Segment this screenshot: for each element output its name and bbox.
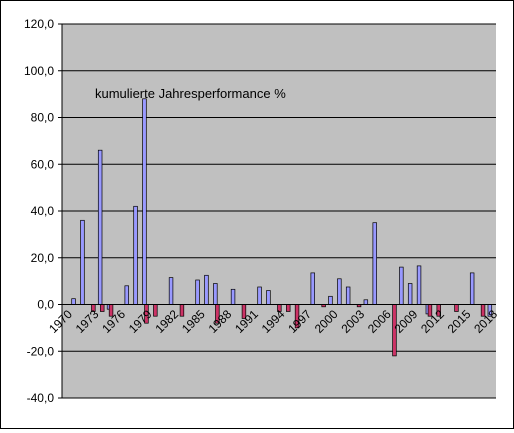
bar-1980 xyxy=(153,304,158,317)
bar-1998 xyxy=(310,272,315,305)
bar-1979 xyxy=(142,98,147,305)
bar-2005 xyxy=(372,222,377,305)
chart-annotation: kumulierte Jahresperformance % xyxy=(95,86,286,101)
bar-2009 xyxy=(407,283,413,305)
y-tick-label: 60,0 xyxy=(31,157,55,171)
bar-2014 xyxy=(454,304,459,312)
y-tick-label: 40,0 xyxy=(31,204,55,218)
bar-1974 xyxy=(100,304,105,312)
bar-1972 xyxy=(80,219,85,305)
bar-1974 xyxy=(97,149,103,305)
bar-1985 xyxy=(195,279,200,305)
bar-2010 xyxy=(416,265,422,305)
bar-2001 xyxy=(337,278,342,305)
bars xyxy=(71,98,493,357)
bar-1983 xyxy=(179,304,185,317)
y-tick-label: 0,0 xyxy=(37,298,54,312)
bar-1992 xyxy=(257,286,262,305)
y-tick-label: 120,0 xyxy=(24,17,54,31)
bar-1989 xyxy=(230,288,236,305)
y-tick-label: 80,0 xyxy=(31,111,55,125)
bar-1971 xyxy=(71,298,76,305)
bar-2002 xyxy=(345,286,351,305)
bar-1978 xyxy=(133,205,138,305)
y-tick-label: 20,0 xyxy=(31,251,55,265)
bar-2000 xyxy=(328,295,333,305)
y-axis-labels: 120,0 100,0 80,0 60,0 40,0 20,0 0,0 -20,0 -40,0 xyxy=(24,17,62,405)
bar-2008 xyxy=(399,266,404,305)
bar-1993 xyxy=(266,290,271,305)
bar-2004 xyxy=(363,299,369,305)
bar-2016 xyxy=(469,272,475,305)
bar-1987 xyxy=(213,283,218,305)
y-tick-label: -40,0 xyxy=(27,391,55,405)
bar-1977 xyxy=(124,285,129,305)
bar-1995 xyxy=(286,304,291,312)
bar-1982 xyxy=(168,277,174,305)
bar-1986 xyxy=(204,274,209,305)
y-tick-label: -20,0 xyxy=(27,344,55,358)
y-tick-label: 100,0 xyxy=(24,64,54,78)
